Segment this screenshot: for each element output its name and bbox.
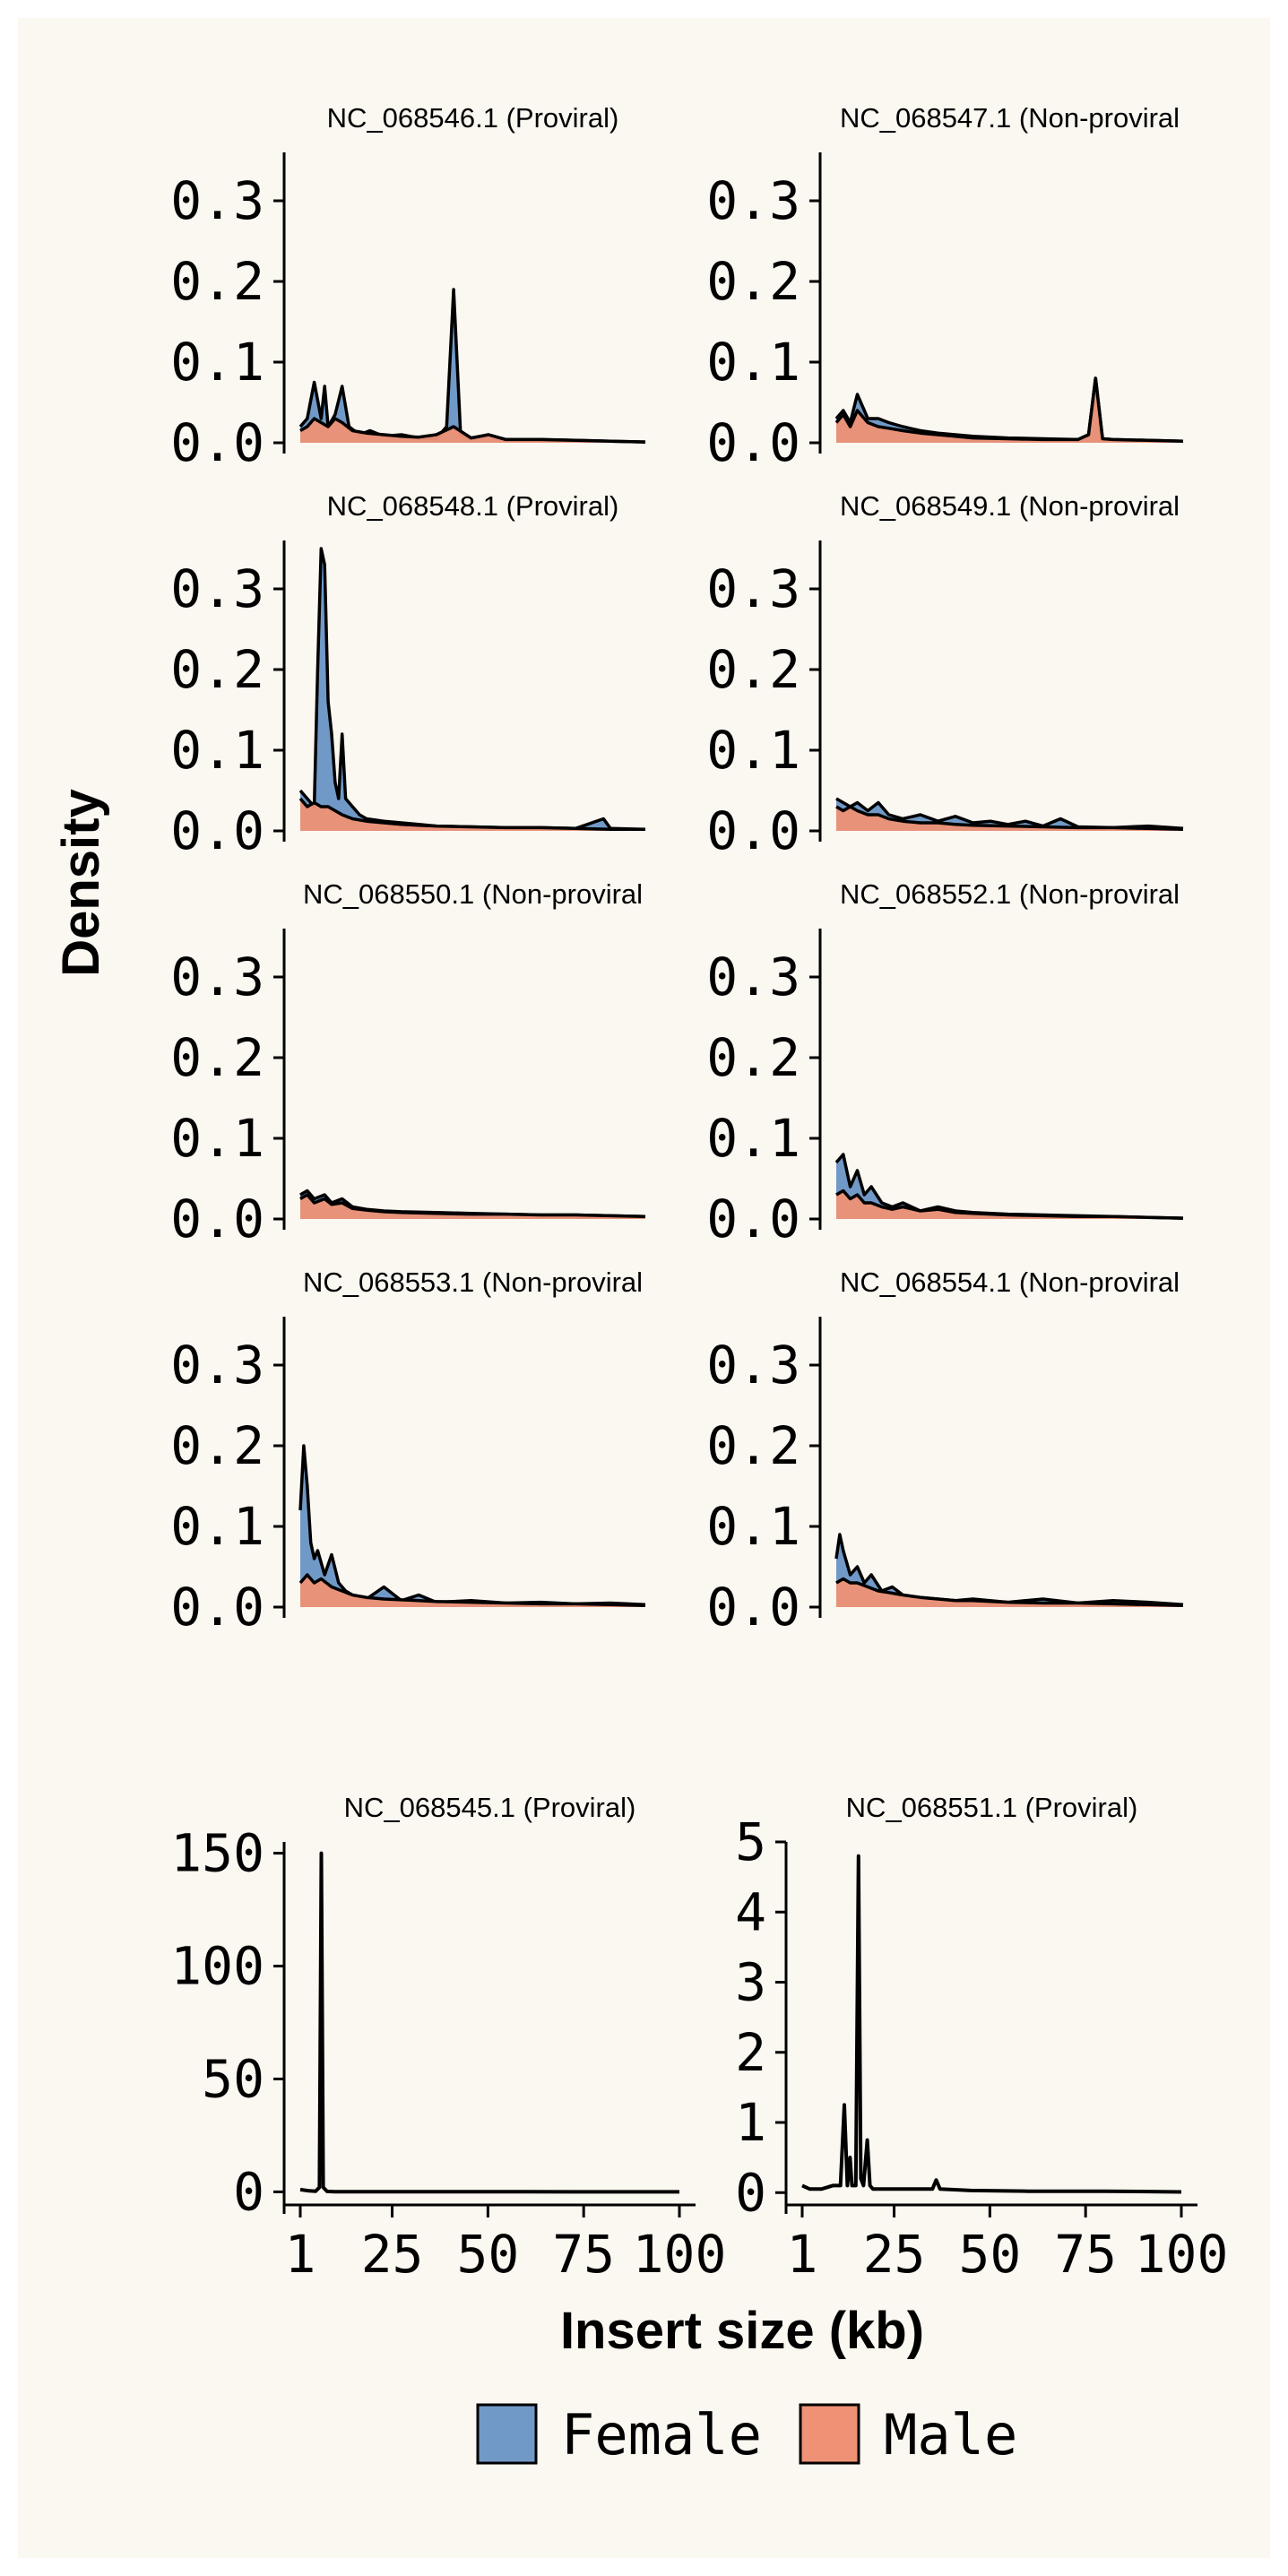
density-line-male — [835, 1577, 1184, 1607]
y-tick-label: 0 — [233, 2161, 264, 2222]
x-tick-label: 50 — [456, 2224, 519, 2285]
density-line-male — [299, 1193, 646, 1219]
y-tick-label: 0.3 — [170, 170, 264, 231]
y-tick-label: 0.2 — [706, 1415, 800, 1476]
panel-4: NC_068550.1 (Non-proviral 0.0 0.1 0.2 0.3 — [170, 878, 646, 1249]
y-tick-label: 0.1 — [706, 720, 800, 781]
panel-title: NC_068548.1 (Proviral) — [327, 490, 619, 522]
density-line-female — [801, 1854, 1182, 2194]
y-tick-label: 0 — [735, 2162, 766, 2223]
x-tick-label: 1 — [787, 2224, 818, 2285]
y-tick-label: 0.0 — [706, 412, 800, 473]
y-tick-label: 0.1 — [170, 1496, 264, 1557]
density-line-female — [299, 1851, 679, 2194]
panel-8: NC_068545.1 (Proviral) 0 50 100 150 1 25 50 75 10… — [170, 1792, 726, 2285]
y-tick-label: 0.1 — [706, 332, 800, 393]
y-tick-label: 0.2 — [706, 1027, 800, 1088]
y-tick-label: 0.0 — [170, 412, 264, 473]
y-tick-label: 5 — [735, 1811, 766, 1872]
y-tick-label: 0.3 — [706, 1335, 800, 1396]
y-axis-label: Density — [52, 789, 110, 977]
density-line-male — [834, 376, 1184, 443]
y-tick-label: 0.1 — [170, 332, 264, 393]
y-tick-label: 1 — [735, 2092, 766, 2153]
y-tick-label: 100 — [170, 1936, 264, 1997]
panel-title: NC_068553.1 (Non-proviral — [303, 1266, 643, 1298]
y-tick-label: 0.0 — [706, 1577, 800, 1638]
density-area-male — [836, 807, 1183, 831]
x-tick-label: 75 — [552, 2224, 615, 2285]
panel-title: NC_068545.1 (Proviral) — [344, 1792, 636, 1823]
y-tick-label: 0.0 — [706, 800, 800, 861]
panel-title: NC_068550.1 (Non-proviral — [303, 878, 643, 910]
y-tick-label: 0.2 — [170, 639, 264, 700]
y-tick-label: 0.3 — [706, 558, 800, 619]
facet-panels: NC_068546.1 (Proviral)0.00.10.20.3NC_068… — [170, 102, 1228, 2285]
panel-6: NC_068553.1 (Non-proviral 0.0 0.1 0.2 0.3 — [170, 1266, 646, 1638]
density-area-male — [300, 419, 645, 443]
y-tick-label: 0.1 — [706, 1496, 800, 1557]
y-tick-label: 0.0 — [170, 800, 264, 861]
density-line-male — [835, 1189, 1184, 1220]
density-line-male — [298, 1573, 646, 1607]
density-area-female — [300, 549, 645, 831]
y-tick-label: 0.3 — [170, 558, 264, 619]
density-area-male — [300, 799, 645, 831]
y-tick-label: 0.2 — [706, 251, 800, 312]
y-tick-label: 0.3 — [170, 947, 264, 1007]
y-tick-label: 0.2 — [170, 1415, 264, 1476]
density-line-male — [298, 797, 645, 831]
y-tick-label: 0.1 — [170, 1108, 264, 1169]
legend-swatch-female — [476, 2403, 538, 2465]
panel-5: NC_068552.1 (Non-proviral 0.0 0.1 0.2 0.3 — [706, 878, 1184, 1249]
y-tick-label: 0.3 — [706, 947, 800, 1007]
y-tick-label: 0.0 — [170, 1189, 264, 1249]
y-tick-label: 2 — [735, 2022, 766, 2083]
y-tick-label: 0.0 — [170, 1577, 264, 1638]
legend-label-male: Male — [884, 2402, 1017, 2468]
panel-title: NC_068549.1 (Non-proviral — [840, 490, 1180, 522]
y-tick-label: 150 — [170, 1823, 264, 1884]
density-line-male — [299, 417, 646, 444]
legend-label-female: Female — [561, 2402, 762, 2468]
panel-title: NC_068554.1 (Non-proviral — [840, 1266, 1180, 1298]
x-tick-label: 25 — [361, 2224, 424, 2285]
y-tick-label: 0.1 — [706, 1108, 800, 1169]
panel-title: NC_068547.1 (Non-proviral — [840, 102, 1180, 134]
y-tick-label: 4 — [735, 1881, 766, 1942]
panel-2: NC_068548.1 (Proviral) 0.0 0.1 0.2 0.3 — [170, 490, 646, 861]
x-tick-label: 75 — [1054, 2224, 1117, 2285]
x-tick-label: 1 — [285, 2224, 316, 2285]
panel-0: NC_068546.1 (Proviral) 0.0 0.1 0.2 0.3 — [170, 102, 646, 473]
density-line-male — [835, 805, 1184, 831]
x-tick-label: 100 — [633, 2224, 727, 2285]
density-line-female — [835, 797, 1184, 831]
y-tick-label: 0.2 — [170, 1027, 264, 1088]
panel-7: NC_068554.1 (Non-proviral 0.0 0.1 0.2 0.3 — [706, 1266, 1184, 1638]
density-area-male — [836, 1578, 1183, 1607]
legend-swatch-male — [799, 2403, 860, 2465]
legend: Female Male — [476, 2402, 1017, 2468]
x-tick-label: 25 — [863, 2224, 926, 2285]
panel-title: NC_068552.1 (Non-proviral — [840, 878, 1180, 910]
y-tick-label: 0.3 — [170, 1335, 264, 1396]
panel-3: NC_068549.1 (Non-proviral 0.0 0.1 0.2 0.3 — [706, 490, 1184, 861]
y-tick-label: 0.2 — [170, 251, 264, 312]
panel-title: NC_068551.1 (Proviral) — [846, 1792, 1138, 1823]
y-tick-label: 0.2 — [706, 639, 800, 700]
y-tick-label: 0.0 — [706, 1189, 800, 1249]
density-area-male — [300, 1575, 645, 1607]
y-tick-label: 0.3 — [706, 170, 800, 231]
x-tick-label: 100 — [1135, 2224, 1229, 2285]
y-tick-label: 0.1 — [170, 720, 264, 781]
x-axis-label: Insert size (kb) — [560, 2302, 924, 2360]
panel-title: NC_068546.1 (Proviral) — [327, 102, 619, 134]
y-tick-label: 50 — [202, 2048, 264, 2109]
x-tick-label: 50 — [958, 2224, 1021, 2285]
panel-1: NC_068547.1 (Non-proviral 0.0 0.1 0.2 0.3 — [706, 102, 1184, 473]
y-tick-label: 3 — [735, 1952, 766, 2013]
